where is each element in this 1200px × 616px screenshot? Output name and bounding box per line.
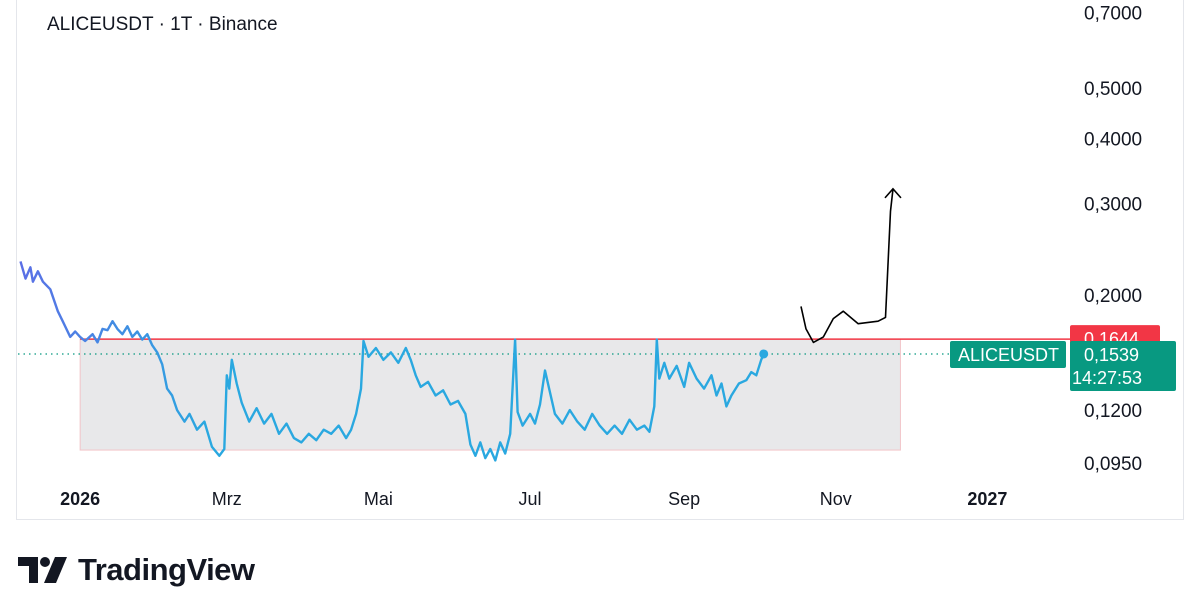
projection-path[interactable] [800,188,894,344]
chart-title: ALICEUSDT · 1T · Binance [47,14,278,35]
projection-arrow-head [884,187,902,199]
time-axis[interactable]: 2026 Mrz Mai Jul Sep Nov 2027 [60,489,1007,509]
price-chart[interactable]: 0,7000 0,5000 0,4000 0,3000 0,2000 0,1200 0,09… [0,0,1200,520]
y-tick-label-3: 0,3000 [1084,194,1142,215]
symbol-badge-label: ALICEUSDT [958,345,1059,365]
range-box[interactable] [79,338,901,451]
x-tick-label-3: Jul [519,489,542,509]
y-tick-label-6: 0,0950 [1084,454,1142,475]
y-tick-label-2: 0,4000 [1084,130,1142,151]
x-tick-label-0: 2026 [60,489,100,509]
tradingview-brand[interactable]: TradingView [18,550,255,590]
x-tick-label-5: Nov [820,489,852,509]
bar-countdown-label: 14:27:53 [1072,368,1142,388]
chart-panel[interactable]: ALICEUSDT · 1T · Binance [16,0,1184,520]
price-series-layer [19,261,769,462]
price-series-line-0[interactable] [19,261,765,462]
tradingview-logo-icon [18,557,67,583]
range-box-layer [79,338,901,451]
y-tick-label-0: 0,7000 [1084,3,1142,24]
x-tick-label-4: Sep [668,489,700,509]
projection-drawing-layer [800,187,902,344]
y-tick-label-1: 0,5000 [1084,79,1142,100]
y-tick-label-5: 0,1200 [1084,401,1142,422]
symbol-badge[interactable] [950,340,1066,368]
tradingview-wordmark: TradingView [78,552,255,587]
x-tick-label-2: Mai [364,489,393,509]
last-price-point[interactable] [759,349,769,359]
y-tick-label-4: 0,2000 [1084,286,1142,307]
x-tick-label-1: Mrz [212,489,242,509]
current-price-label: 0,1539 [1084,345,1139,365]
level-lines-layer [18,338,1072,355]
price-axis[interactable]: 0,7000 0,5000 0,4000 0,3000 0,2000 0,1200 0,09… [1084,3,1142,474]
x-tick-label-6: 2027 [967,489,1007,509]
current-price-badge[interactable] [1070,340,1176,391]
